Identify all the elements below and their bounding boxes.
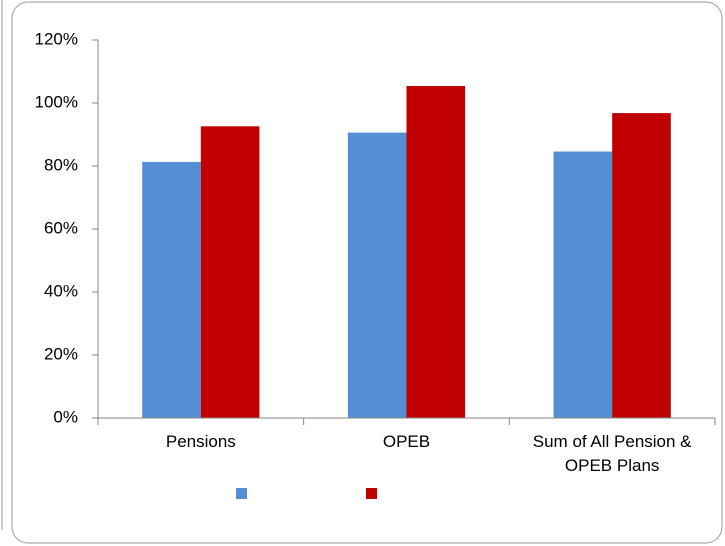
bar — [200, 126, 260, 418]
bar — [553, 151, 613, 418]
legend-marker — [236, 488, 247, 499]
bar — [142, 161, 201, 418]
y-tick-label: 20% — [44, 344, 78, 363]
x-tick-label: OPEB — [382, 432, 431, 451]
y-tick-label: 120% — [35, 29, 78, 48]
bar — [406, 85, 466, 419]
y-tick-label: 0% — [53, 407, 78, 426]
x-tick-label: Pensions — [165, 432, 236, 451]
y-tick-label: 60% — [44, 218, 78, 237]
y-tick-label: 40% — [44, 281, 78, 300]
legend-marker — [366, 488, 377, 499]
y-tick-label: 80% — [44, 155, 78, 174]
y-tick-label: 100% — [35, 92, 78, 111]
bar — [612, 113, 671, 418]
x-tick-label: Sum of All Pension & OPEB Plans — [532, 432, 692, 475]
bar — [347, 132, 407, 419]
